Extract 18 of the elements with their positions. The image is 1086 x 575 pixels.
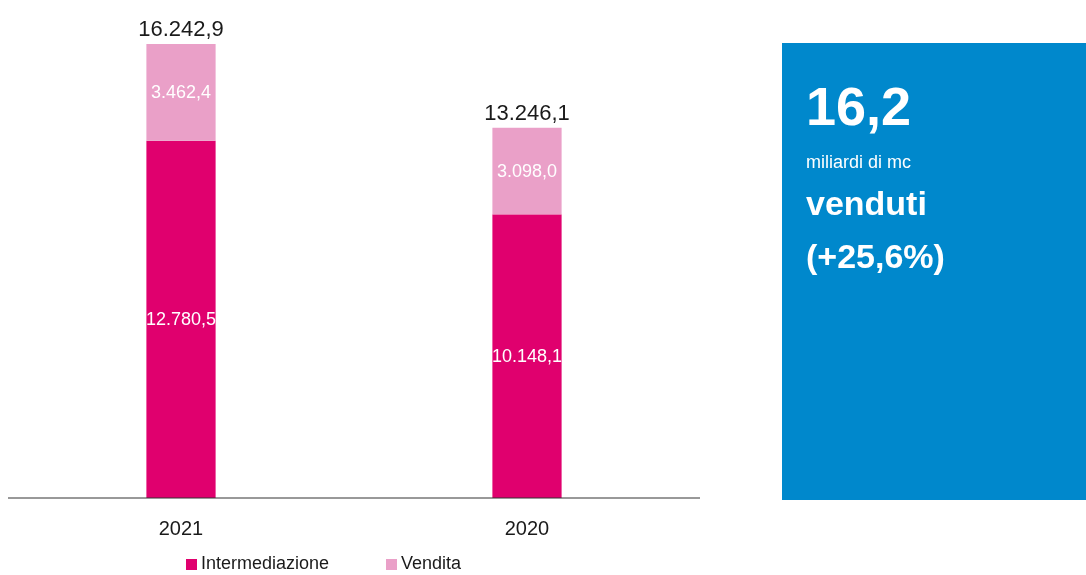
x-tick-label: 2021	[158, 517, 204, 539]
data-label: 3.098,0	[496, 161, 558, 182]
bar	[146, 44, 216, 141]
text: (+25,6%)	[806, 237, 945, 275]
bar	[492, 127, 562, 215]
text: miliardi di mc	[806, 152, 912, 172]
bar	[146, 140, 216, 498]
legend-label: Vendita	[401, 553, 463, 573]
bar	[492, 214, 562, 498]
data-label: 3.462,4	[150, 82, 212, 103]
data-label: 10.148,1	[491, 346, 563, 367]
text: 16,2	[806, 76, 912, 136]
x-tick-label: 2020	[504, 517, 550, 539]
total-label: 16.242,9	[138, 16, 224, 41]
data-label: 12.780,5	[145, 309, 217, 330]
legend-label: Intermediazione	[201, 553, 330, 573]
total-label: 13.246,1	[484, 99, 570, 125]
text: venduti	[806, 184, 927, 222]
